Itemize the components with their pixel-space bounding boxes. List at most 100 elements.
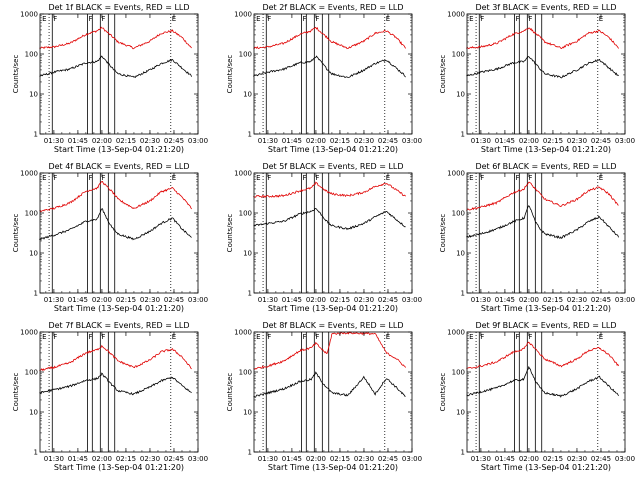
x-tick-label: 01:30	[258, 137, 278, 145]
marker-label: E	[386, 333, 390, 341]
x-tick-label: 02:15	[116, 455, 136, 463]
x-axis-label: Start Time (13-Sep-04 01:21:20)	[268, 145, 398, 154]
marker-label: E	[172, 333, 176, 341]
plot-frame	[466, 13, 626, 135]
x-tick-label: 02:45	[591, 296, 611, 304]
marker-label: F	[89, 333, 93, 341]
y-tick-label: 10	[29, 250, 38, 258]
marker-label: E	[42, 174, 46, 182]
series-lld-line	[253, 181, 406, 199]
x-tick-label: 03:00	[615, 455, 635, 463]
series-lld-line	[466, 27, 619, 50]
panel-title: Det 8f BLACK = Events, RED = LLD	[262, 321, 403, 330]
x-tick-label: 02:45	[591, 455, 611, 463]
y-axis-label: Counts/sec	[226, 55, 234, 94]
x-tick-label: 02:00	[92, 455, 112, 463]
y-tick-label: 1	[461, 449, 465, 457]
marker-label: F	[101, 333, 105, 341]
marker-label: E	[599, 15, 603, 23]
x-tick-label: 02:15	[543, 296, 563, 304]
marker-label: F	[53, 15, 57, 23]
x-tick-label: 01:30	[258, 296, 278, 304]
y-tick-label: 100	[25, 369, 38, 377]
x-tick-label: 02:00	[519, 455, 539, 463]
y-axis-label: Counts/sec	[12, 373, 20, 412]
marker-label: E	[256, 333, 260, 341]
series-events-line	[466, 56, 619, 79]
x-tick-label: 01:30	[44, 455, 64, 463]
marker-label: F	[315, 15, 319, 23]
y-tick-label: 100	[452, 210, 465, 218]
x-tick-label: 02:45	[164, 296, 184, 304]
x-tick-label: 02:00	[306, 455, 326, 463]
series-events-line	[253, 55, 406, 78]
y-tick-label: 1000	[447, 170, 465, 178]
x-tick-label: 02:00	[519, 296, 539, 304]
x-tick-label: 02:30	[140, 137, 160, 145]
series-lld-line	[39, 344, 192, 372]
y-tick-label: 10	[243, 409, 252, 417]
y-tick-label: 10	[456, 409, 465, 417]
x-tick-label: 02:00	[92, 296, 112, 304]
series-events-line	[39, 372, 192, 396]
plot-frame	[39, 13, 199, 135]
plot-frame	[39, 172, 199, 294]
x-tick-label: 01:45	[495, 296, 515, 304]
x-tick-label: 02:30	[567, 455, 587, 463]
x-tick-label: 01:30	[471, 455, 491, 463]
x-tick-label: 01:45	[68, 296, 88, 304]
x-tick-label: 02:15	[543, 455, 563, 463]
y-tick-label: 100	[239, 210, 252, 218]
y-tick-label: 1	[248, 290, 252, 298]
plot-frame	[253, 331, 413, 453]
series-lld-line	[39, 180, 192, 213]
x-tick-label: 02:00	[92, 137, 112, 145]
x-tick-label: 02:15	[330, 296, 350, 304]
x-tick-label: 03:00	[615, 137, 635, 145]
x-tick-label: 03:00	[402, 455, 422, 463]
marker-label: F	[528, 174, 532, 182]
x-tick-label: 02:45	[378, 455, 398, 463]
x-axis-label: Start Time (13-Sep-04 01:21:20)	[54, 145, 184, 154]
x-tick-label: 01:45	[68, 137, 88, 145]
y-tick-label: 1000	[447, 329, 465, 337]
series-events-line	[466, 205, 619, 239]
x-tick-label: 01:45	[282, 455, 302, 463]
y-axis-label: Counts/sec	[12, 55, 20, 94]
series-lld-line	[466, 341, 619, 370]
x-tick-label: 03:00	[402, 296, 422, 304]
y-tick-label: 100	[452, 369, 465, 377]
marker-label: F	[267, 174, 271, 182]
marker-label: F	[53, 333, 57, 341]
marker-label: E	[256, 15, 260, 23]
x-tick-label: 03:00	[188, 137, 208, 145]
x-tick-label: 02:15	[116, 296, 136, 304]
marker-label: F	[480, 333, 484, 341]
x-tick-label: 03:00	[402, 137, 422, 145]
marker-label: E	[42, 333, 46, 341]
panel-title: Det 7f BLACK = Events, RED = LLD	[48, 321, 189, 330]
marker-label: F	[528, 15, 532, 23]
x-tick-label: 03:00	[188, 455, 208, 463]
y-tick-label: 10	[29, 409, 38, 417]
marker-label: E	[386, 15, 390, 23]
y-tick-label: 1	[34, 449, 38, 457]
x-axis-label: Start Time (13-Sep-04 01:21:20)	[268, 463, 398, 472]
x-tick-label: 01:30	[471, 296, 491, 304]
series-events-line	[466, 365, 619, 398]
y-tick-label: 1000	[20, 329, 38, 337]
x-tick-label: 02:15	[330, 455, 350, 463]
plot-frame	[466, 331, 626, 453]
y-axis-label: Counts/sec	[439, 55, 447, 94]
panel-title: Det 5f BLACK = Events, RED = LLD	[262, 162, 403, 171]
x-tick-label: 02:45	[378, 137, 398, 145]
series-events-line	[39, 208, 192, 241]
y-tick-label: 10	[456, 91, 465, 99]
marker-label: F	[101, 15, 105, 23]
y-tick-label: 1000	[234, 170, 252, 178]
